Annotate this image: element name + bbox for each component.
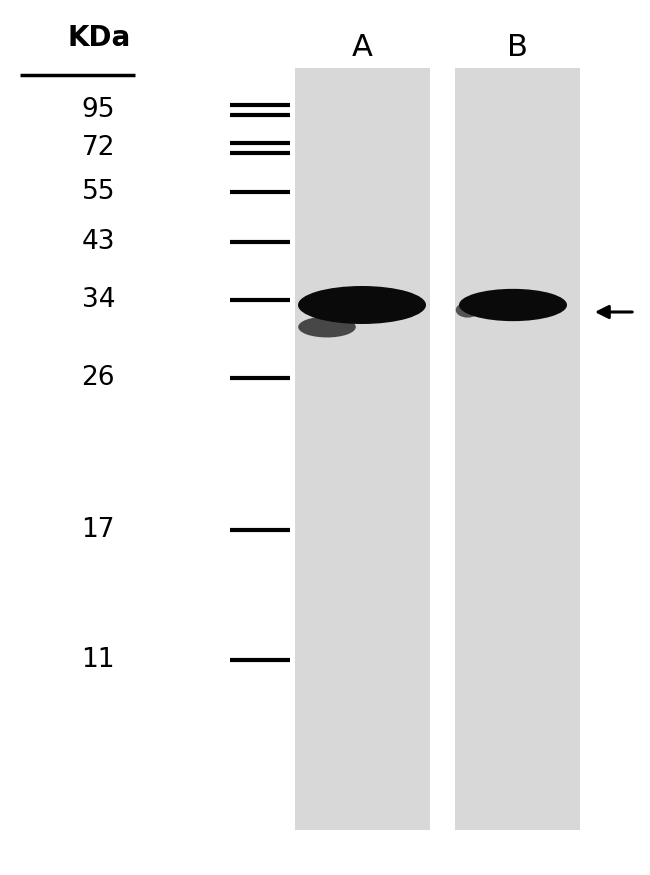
Bar bbox=[295, 68, 430, 830]
Ellipse shape bbox=[298, 286, 426, 324]
Text: 11: 11 bbox=[81, 647, 115, 673]
Bar bbox=[455, 68, 580, 830]
Text: 17: 17 bbox=[81, 517, 115, 543]
Ellipse shape bbox=[456, 303, 480, 318]
Text: 55: 55 bbox=[81, 179, 115, 205]
Text: 95: 95 bbox=[81, 97, 115, 123]
Text: 34: 34 bbox=[81, 287, 115, 313]
Text: A: A bbox=[352, 33, 373, 62]
Text: 72: 72 bbox=[81, 135, 115, 161]
Ellipse shape bbox=[459, 289, 567, 321]
Text: 26: 26 bbox=[81, 365, 115, 391]
Text: B: B bbox=[507, 33, 528, 62]
Text: 43: 43 bbox=[81, 229, 115, 255]
Ellipse shape bbox=[298, 317, 356, 338]
Text: KDa: KDa bbox=[68, 24, 131, 52]
